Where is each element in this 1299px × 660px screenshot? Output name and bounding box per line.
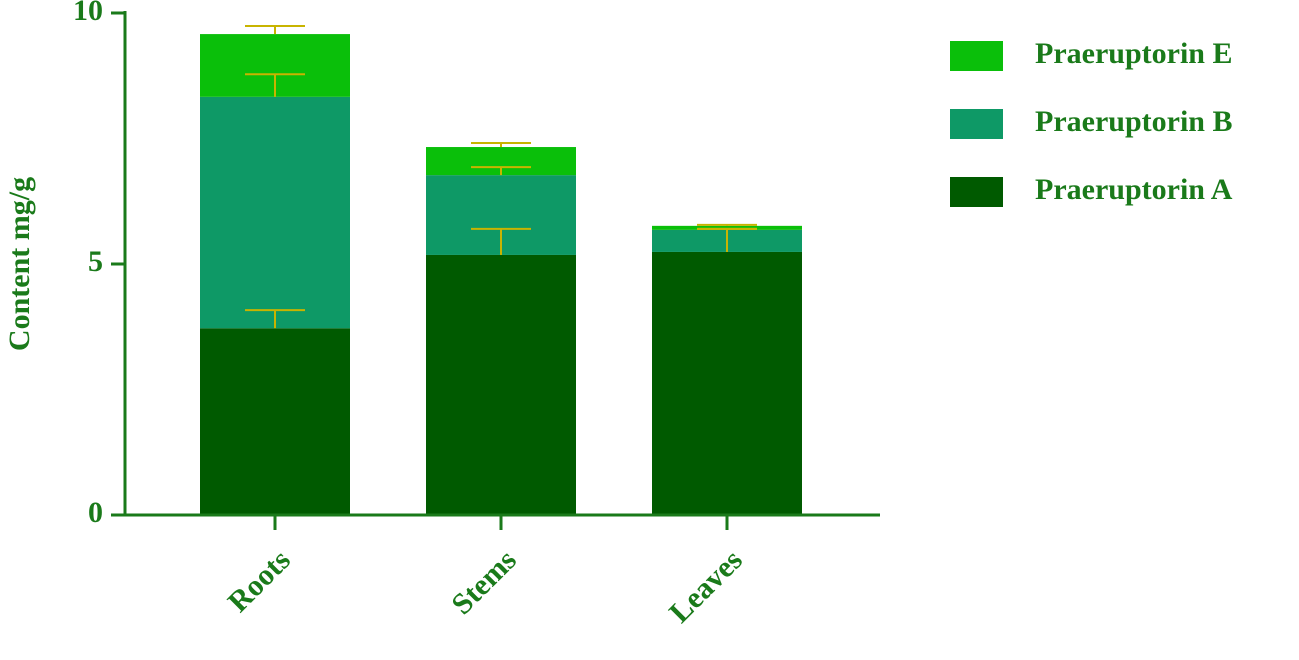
x-tick-label: Stems [445,543,523,621]
error-bar [697,227,757,230]
error-bar [245,25,305,35]
bar-segment [426,254,576,516]
y-tick-label: 0 [88,496,103,529]
error-bar [471,227,531,255]
x-tick-label: Leaves [663,543,749,629]
x-tick-label: Roots [222,543,297,618]
y-axis-label: Content mg/g [3,177,36,351]
error-bar [697,223,757,226]
bar-segment [200,96,350,329]
error-bar [471,142,531,148]
error-bar [245,309,305,329]
error-bar [245,73,305,97]
legend-swatch [950,41,1003,71]
y-tick-label: 5 [88,245,103,278]
bar-segment [652,225,802,230]
legend-label: Praeruptorin A [1035,173,1233,206]
y-tick-label: 10 [73,0,103,27]
legend-label: Praeruptorin B [1035,105,1232,138]
legend-label: Praeruptorin E [1035,37,1232,70]
bar-segment [652,251,802,515]
error-bar [471,166,531,176]
bar-segment [200,328,350,515]
legend-swatch [950,109,1003,139]
legend-swatch [950,177,1003,207]
